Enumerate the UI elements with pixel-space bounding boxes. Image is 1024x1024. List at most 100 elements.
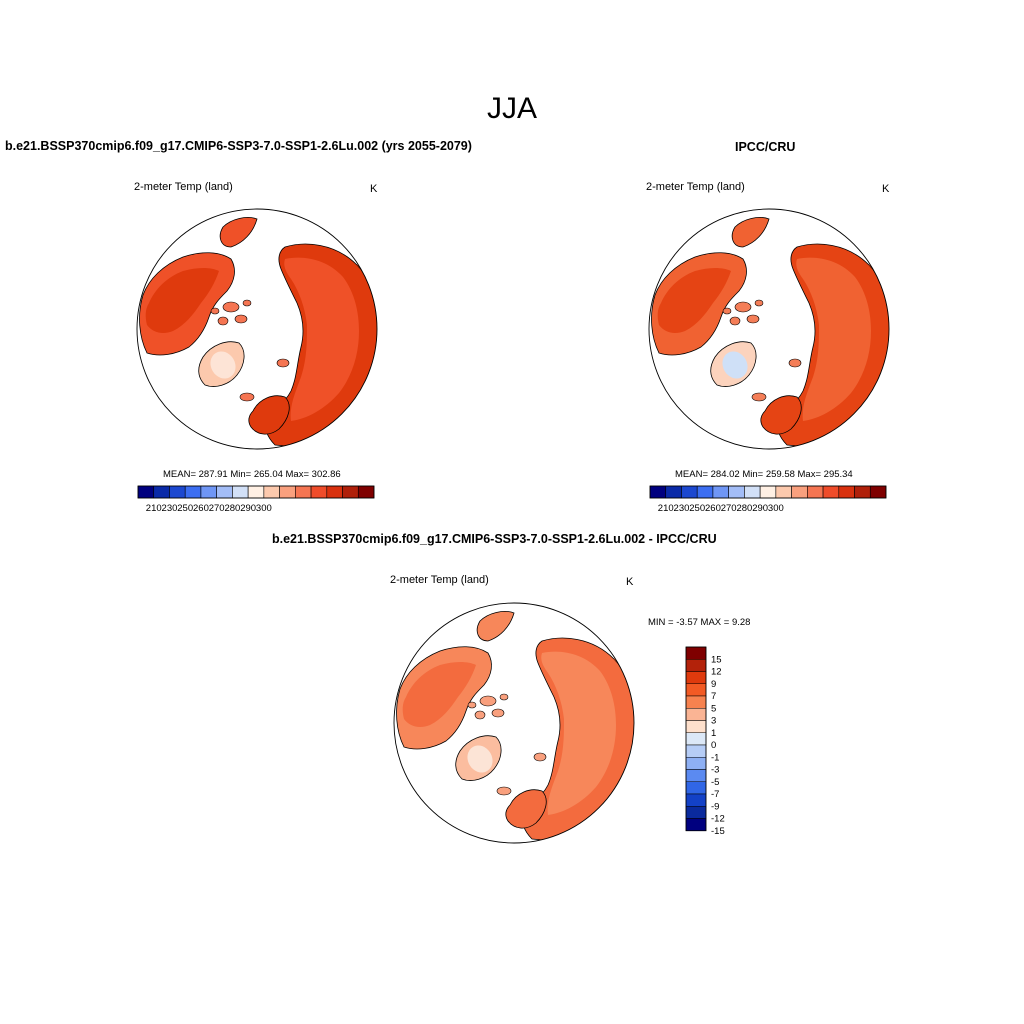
colorbar-tick-label: 0 <box>711 740 716 751</box>
colorbar-tick-label: 230 <box>162 503 178 514</box>
colorbar-tick-label: 260 <box>705 503 721 514</box>
units-label-model: K <box>370 183 378 195</box>
colorbar-swatch <box>685 646 707 660</box>
colorbar-swatch <box>744 485 761 499</box>
landmass-alaska-tip <box>219 217 258 248</box>
colorbar-tick-label: 15 <box>711 654 722 665</box>
colorbar-swatch <box>685 793 707 807</box>
landmass-arctic-island <box>467 701 477 709</box>
colorbar-swatch <box>169 485 186 499</box>
landmass-arctic-island <box>474 710 486 720</box>
colorbar-tick-label: 7 <box>711 691 716 702</box>
colorbar-tick-label: 250 <box>689 503 705 514</box>
colorbar-tick-label: 290 <box>240 503 256 514</box>
colorbar-swatch <box>216 485 233 499</box>
polar-map-obs <box>648 208 890 450</box>
colorbar-swatch <box>232 485 249 499</box>
colorbar-swatch <box>685 659 707 672</box>
variable-label-model: 2-meter Temp (land) <box>134 181 233 193</box>
colorbar-swatch <box>696 485 714 499</box>
map-boundary-circle <box>136 208 378 450</box>
colorbar-tick-label: 270 <box>209 503 225 514</box>
greenland-ice-sheet <box>467 745 493 773</box>
colorbar-swatch <box>263 485 280 499</box>
colorbar-tick-label: -12 <box>711 814 725 825</box>
colorbar-tick-label: -9 <box>711 801 719 812</box>
colorbar-swatch <box>279 485 296 499</box>
polar-map-model <box>136 208 378 450</box>
north-america-interior-band <box>657 268 731 333</box>
colorbar-tick-label: 270 <box>721 503 737 514</box>
colorbar-tick-label: 230 <box>674 503 690 514</box>
colorbar-swatch <box>685 757 707 770</box>
landmass-arctic-island <box>242 299 252 307</box>
colorbar-tick-label: -15 <box>711 826 725 837</box>
colorbar-swatch <box>822 485 840 499</box>
colorbar-swatch <box>869 485 887 499</box>
variable-label-diff: 2-meter Temp (land) <box>390 574 489 586</box>
colorbar-swatch <box>649 485 667 499</box>
eurasia-interior-band <box>284 257 359 421</box>
colorbar-tick-label: -3 <box>711 765 719 776</box>
colorbar-swatch <box>712 485 729 499</box>
colorbar-swatch <box>685 806 707 819</box>
colorbar-swatch <box>685 671 707 684</box>
colorbar-swatch <box>685 744 707 758</box>
units-label-obs: K <box>882 183 890 195</box>
colorbar-tick-label: 1 <box>711 728 716 739</box>
landmass-europe <box>760 395 802 435</box>
colorbar-swatch <box>685 781 707 795</box>
colorbar-swatch <box>310 485 328 499</box>
colorbar-swatch <box>326 485 343 499</box>
colorbar-swatch <box>685 683 707 697</box>
landmass-arctic-island <box>234 314 248 324</box>
colorbar-tick-label: 300 <box>256 503 272 514</box>
greenland-ice-sheet <box>722 351 748 379</box>
landmass-arctic-island <box>499 693 509 701</box>
colorbar-swatch <box>681 485 698 499</box>
units-label-diff: K <box>626 576 634 588</box>
landmass-svalbard <box>276 358 290 368</box>
colorbar-swatch <box>807 485 824 499</box>
polar-map-diff <box>393 602 635 844</box>
landmass-iceland <box>751 392 767 402</box>
landmass-iceland <box>239 392 255 402</box>
landmass-arctic-island <box>754 299 764 307</box>
colorbar-tick-label: 210 <box>658 503 674 514</box>
colorbar-swatch <box>685 720 707 733</box>
colorbar-tick-label: 210 <box>146 503 162 514</box>
colorbar-swatch <box>295 485 312 499</box>
eurasia-interior-band <box>541 651 616 815</box>
colorbar-tick-label: 12 <box>711 667 722 678</box>
colorbar-tick-label: 9 <box>711 679 716 690</box>
colorbar-swatch <box>685 769 707 782</box>
landmass-svalbard <box>533 752 547 762</box>
landmass-arctic-island <box>479 695 497 707</box>
landmass-alaska-tip <box>731 217 770 248</box>
north-america-interior-band <box>145 268 219 333</box>
colorbar-swatch <box>357 485 375 499</box>
colorbar-swatch <box>184 485 202 499</box>
colorbar-swatch <box>665 485 682 499</box>
colorbar-swatch <box>342 485 359 499</box>
variable-label-obs: 2-meter Temp (land) <box>646 181 745 193</box>
colorbar-tick-label: 250 <box>177 503 193 514</box>
north-america-interior-band <box>402 662 476 727</box>
colorbar-obs: 210 230 250 260 270 280 290 300 <box>649 485 887 514</box>
landmass-arctic-island <box>746 314 760 324</box>
landmass-europe <box>505 789 547 829</box>
colorbar-swatch <box>685 818 707 831</box>
colorbar-swatch <box>685 732 707 746</box>
panel-title-diff: b.e21.BSSP370cmip6.f09_g17.CMIP6-SSP3-7.… <box>272 532 717 546</box>
landmass-arctic-island <box>222 301 240 313</box>
colorbar-swatch <box>791 485 808 499</box>
landmass-iceland <box>496 786 512 796</box>
colorbar-tick-label: -7 <box>711 789 719 800</box>
colorbar-swatch <box>838 485 855 499</box>
landmass-arctic-island <box>491 708 505 718</box>
colorbar-swatch <box>153 485 170 499</box>
greenland-ice-sheet <box>210 351 236 379</box>
landmass-arctic-island <box>217 316 229 326</box>
colorbar-tick-label: 280 <box>224 503 240 514</box>
